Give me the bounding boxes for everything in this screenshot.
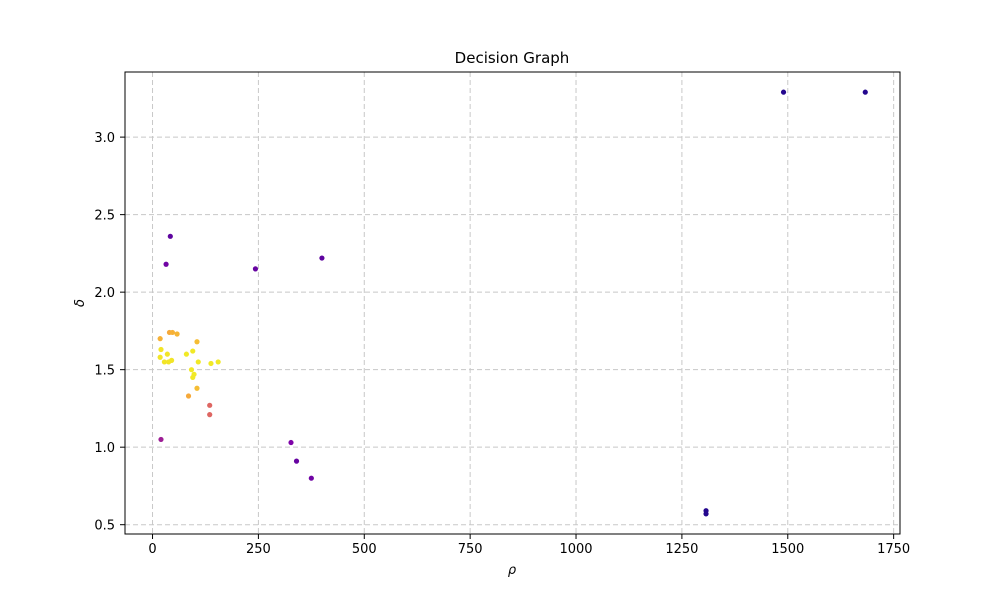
x-axis-ticks: 0 250 500 750 1000 1250 1500 1750 [148,534,910,557]
data-point [215,359,221,365]
data-point [208,360,214,367]
grid-layer [125,72,900,534]
x-tick-label: 1250 [665,542,698,557]
data-point [194,385,200,391]
x-tick-label: 500 [352,542,377,557]
y-tick-label: 1.5 [94,364,115,379]
x-tick-label: 0 [148,542,156,557]
data-point [308,475,314,481]
x-tick-label: 750 [458,542,483,557]
points-layer [157,89,868,517]
data-point [703,511,709,517]
data-point [188,367,195,373]
data-point [169,329,176,336]
x-tick-label: 250 [246,542,271,557]
y-tick-label: 3.0 [94,131,115,146]
y-tick-label: 2.0 [94,286,115,301]
data-point [194,339,200,345]
data-point [319,255,325,261]
x-axis-label: ρ [508,563,517,578]
data-point [183,351,190,357]
data-point [161,359,167,365]
data-point [190,348,196,354]
data-point [862,89,868,95]
data-point [288,439,294,446]
y-axis-ticks: 0.5 1.0 1.5 2.0 2.5 3.0 [94,131,125,534]
y-tick-label: 2.5 [94,209,115,224]
x-tick-label: 1500 [771,542,804,557]
data-point [190,374,196,381]
chart-title: Decision Graph [455,49,570,67]
data-point [185,393,192,399]
data-point [207,412,213,418]
data-point [157,354,163,360]
y-axis-label: δ [73,299,88,307]
data-point [167,233,173,239]
data-point [163,261,169,267]
data-point [158,436,164,443]
x-tick-label: 1000 [559,542,592,557]
data-point [780,89,787,95]
data-point [158,346,164,353]
data-point [157,336,163,342]
data-point [293,458,300,464]
y-tick-label: 0.5 [94,519,115,534]
data-point [168,357,175,363]
data-point [195,359,201,365]
x-tick-label: 1750 [877,542,910,557]
data-point [174,331,180,337]
plot-frame [124,71,901,535]
data-point [207,402,213,408]
data-point [164,351,170,357]
y-tick-label: 1.0 [94,441,115,456]
data-point [252,266,259,272]
